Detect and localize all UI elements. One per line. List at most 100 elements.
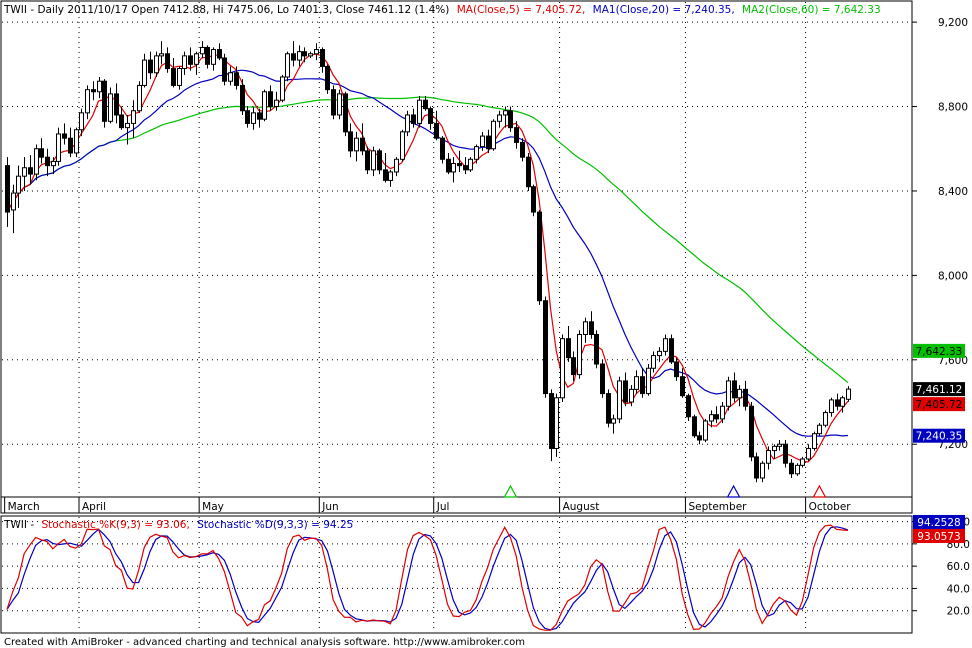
candle-body: [394, 158, 399, 173]
stochastic-tick-label: 20.0: [947, 606, 970, 618]
candle-body: [623, 380, 628, 403]
candle-body: [371, 150, 376, 171]
candle-body: [5, 165, 10, 213]
ma60-path: [6, 96, 849, 384]
candle-body: [560, 338, 565, 399]
candle-body: [514, 127, 519, 143]
candle-body: [211, 49, 216, 65]
candle-body: [434, 122, 439, 139]
candle-body: [577, 333, 582, 376]
candle-body: [440, 137, 445, 160]
month-label: May: [202, 501, 224, 513]
candle-body: [274, 99, 279, 108]
price-value-badge-label: 7,461.12: [916, 384, 963, 396]
price-value-badge-label: 7,642.33: [916, 346, 963, 358]
candle-body: [823, 412, 828, 426]
candle-body: [720, 405, 725, 420]
candle-body: [491, 120, 496, 150]
signal-arrow: [503, 484, 518, 498]
candle-body: [137, 84, 142, 112]
candle-body: [22, 167, 27, 177]
candle-body: [85, 89, 90, 114]
candle-body: [348, 131, 353, 152]
candle-body: [325, 65, 330, 91]
stoch-d-legend: Stochastic %D(9,3,3) = 94.25: [197, 519, 353, 531]
candle-body: [743, 388, 748, 407]
candle-body: [383, 169, 388, 181]
candle-body: [611, 418, 616, 424]
candle-body: [566, 338, 571, 359]
candle-body: [222, 57, 227, 82]
candle-body: [817, 424, 822, 435]
candle-body: [28, 167, 33, 175]
candle-body: [177, 68, 182, 86]
stochastic-value-badge-label: 93.0573: [917, 531, 960, 543]
candle-body: [102, 80, 107, 122]
candle-body: [606, 393, 611, 424]
candle-body: [714, 414, 719, 420]
signal-arrows: [503, 484, 827, 498]
candle-body: [451, 163, 456, 173]
candle-body: [777, 443, 782, 447]
price-tick-label: 8,400: [938, 186, 968, 198]
price-value-badge-label: 7,405.72: [916, 399, 963, 411]
candle-body: [114, 93, 119, 116]
candle-body: [228, 72, 233, 82]
candle-body: [703, 420, 708, 441]
candle-body: [297, 51, 302, 61]
candle-body: [79, 112, 84, 131]
candle-body: [640, 376, 645, 395]
candle-body: [245, 110, 250, 124]
candle-body: [108, 93, 113, 122]
candle-body: [840, 397, 845, 407]
candle-body: [39, 148, 44, 158]
month-axis: March April May Jun Jul August September Octobe…: [4, 497, 851, 513]
signal-arrow: [726, 484, 741, 498]
candle-body: [377, 150, 382, 171]
grid-lines: [2, 2, 911, 632]
candle-body: [829, 399, 834, 414]
value-badges: 7,642.33 7,461.12 7,405.72 7,240.35 94.2528 9…: [913, 343, 965, 543]
candle-body: [45, 156, 50, 167]
candle-body: [154, 55, 159, 74]
candle-body: [285, 53, 290, 78]
candle-body: [594, 333, 599, 365]
candle-body: [651, 355, 656, 369]
candle-body: [709, 414, 714, 422]
candle-body: [754, 456, 759, 479]
candle-body: [74, 129, 79, 154]
ma20-line: [6, 69, 849, 437]
candle-body: [148, 59, 153, 74]
candle-body: [812, 433, 817, 449]
ma20-legend: MA1(Close,20) = 7,240.35,: [593, 4, 735, 16]
candle-body: [400, 131, 405, 160]
candle-body: [16, 175, 21, 194]
candle-body: [417, 99, 422, 124]
stochastic-legend: TWII - Stochastic %K(9,3) = 93.06, Stoch…: [3, 519, 353, 531]
price-value-badge: [913, 343, 965, 358]
candle-body: [262, 91, 267, 120]
candle-body: [543, 300, 548, 395]
candle-body: [474, 146, 479, 160]
price-legend-prefix: TWII - Daily 2011/10/17 Open 7412.88, Hi…: [3, 4, 449, 16]
candle-body: [760, 462, 765, 479]
candle-body: [302, 51, 307, 57]
candle-body: [600, 363, 605, 395]
price-value-badge: [913, 382, 965, 397]
stochastic-value-badge: [913, 514, 965, 529]
month-label: March: [8, 501, 40, 513]
candle-body: [835, 399, 840, 407]
candle-body: [428, 108, 433, 124]
candle-body: [165, 53, 170, 70]
candle-body: [646, 367, 651, 395]
price-legend: TWII - Daily 2011/10/17 Open 7412.88, Hi…: [3, 4, 881, 16]
candle-body: [480, 135, 485, 148]
candle-body: [503, 110, 508, 116]
candle-body: [463, 165, 468, 171]
candle-body: [182, 55, 187, 70]
stochastic-lines: [6, 524, 849, 631]
candle-body: [680, 376, 685, 397]
candle-body: [657, 350, 662, 357]
candle-body: [531, 186, 536, 213]
candle-body: [62, 133, 67, 139]
